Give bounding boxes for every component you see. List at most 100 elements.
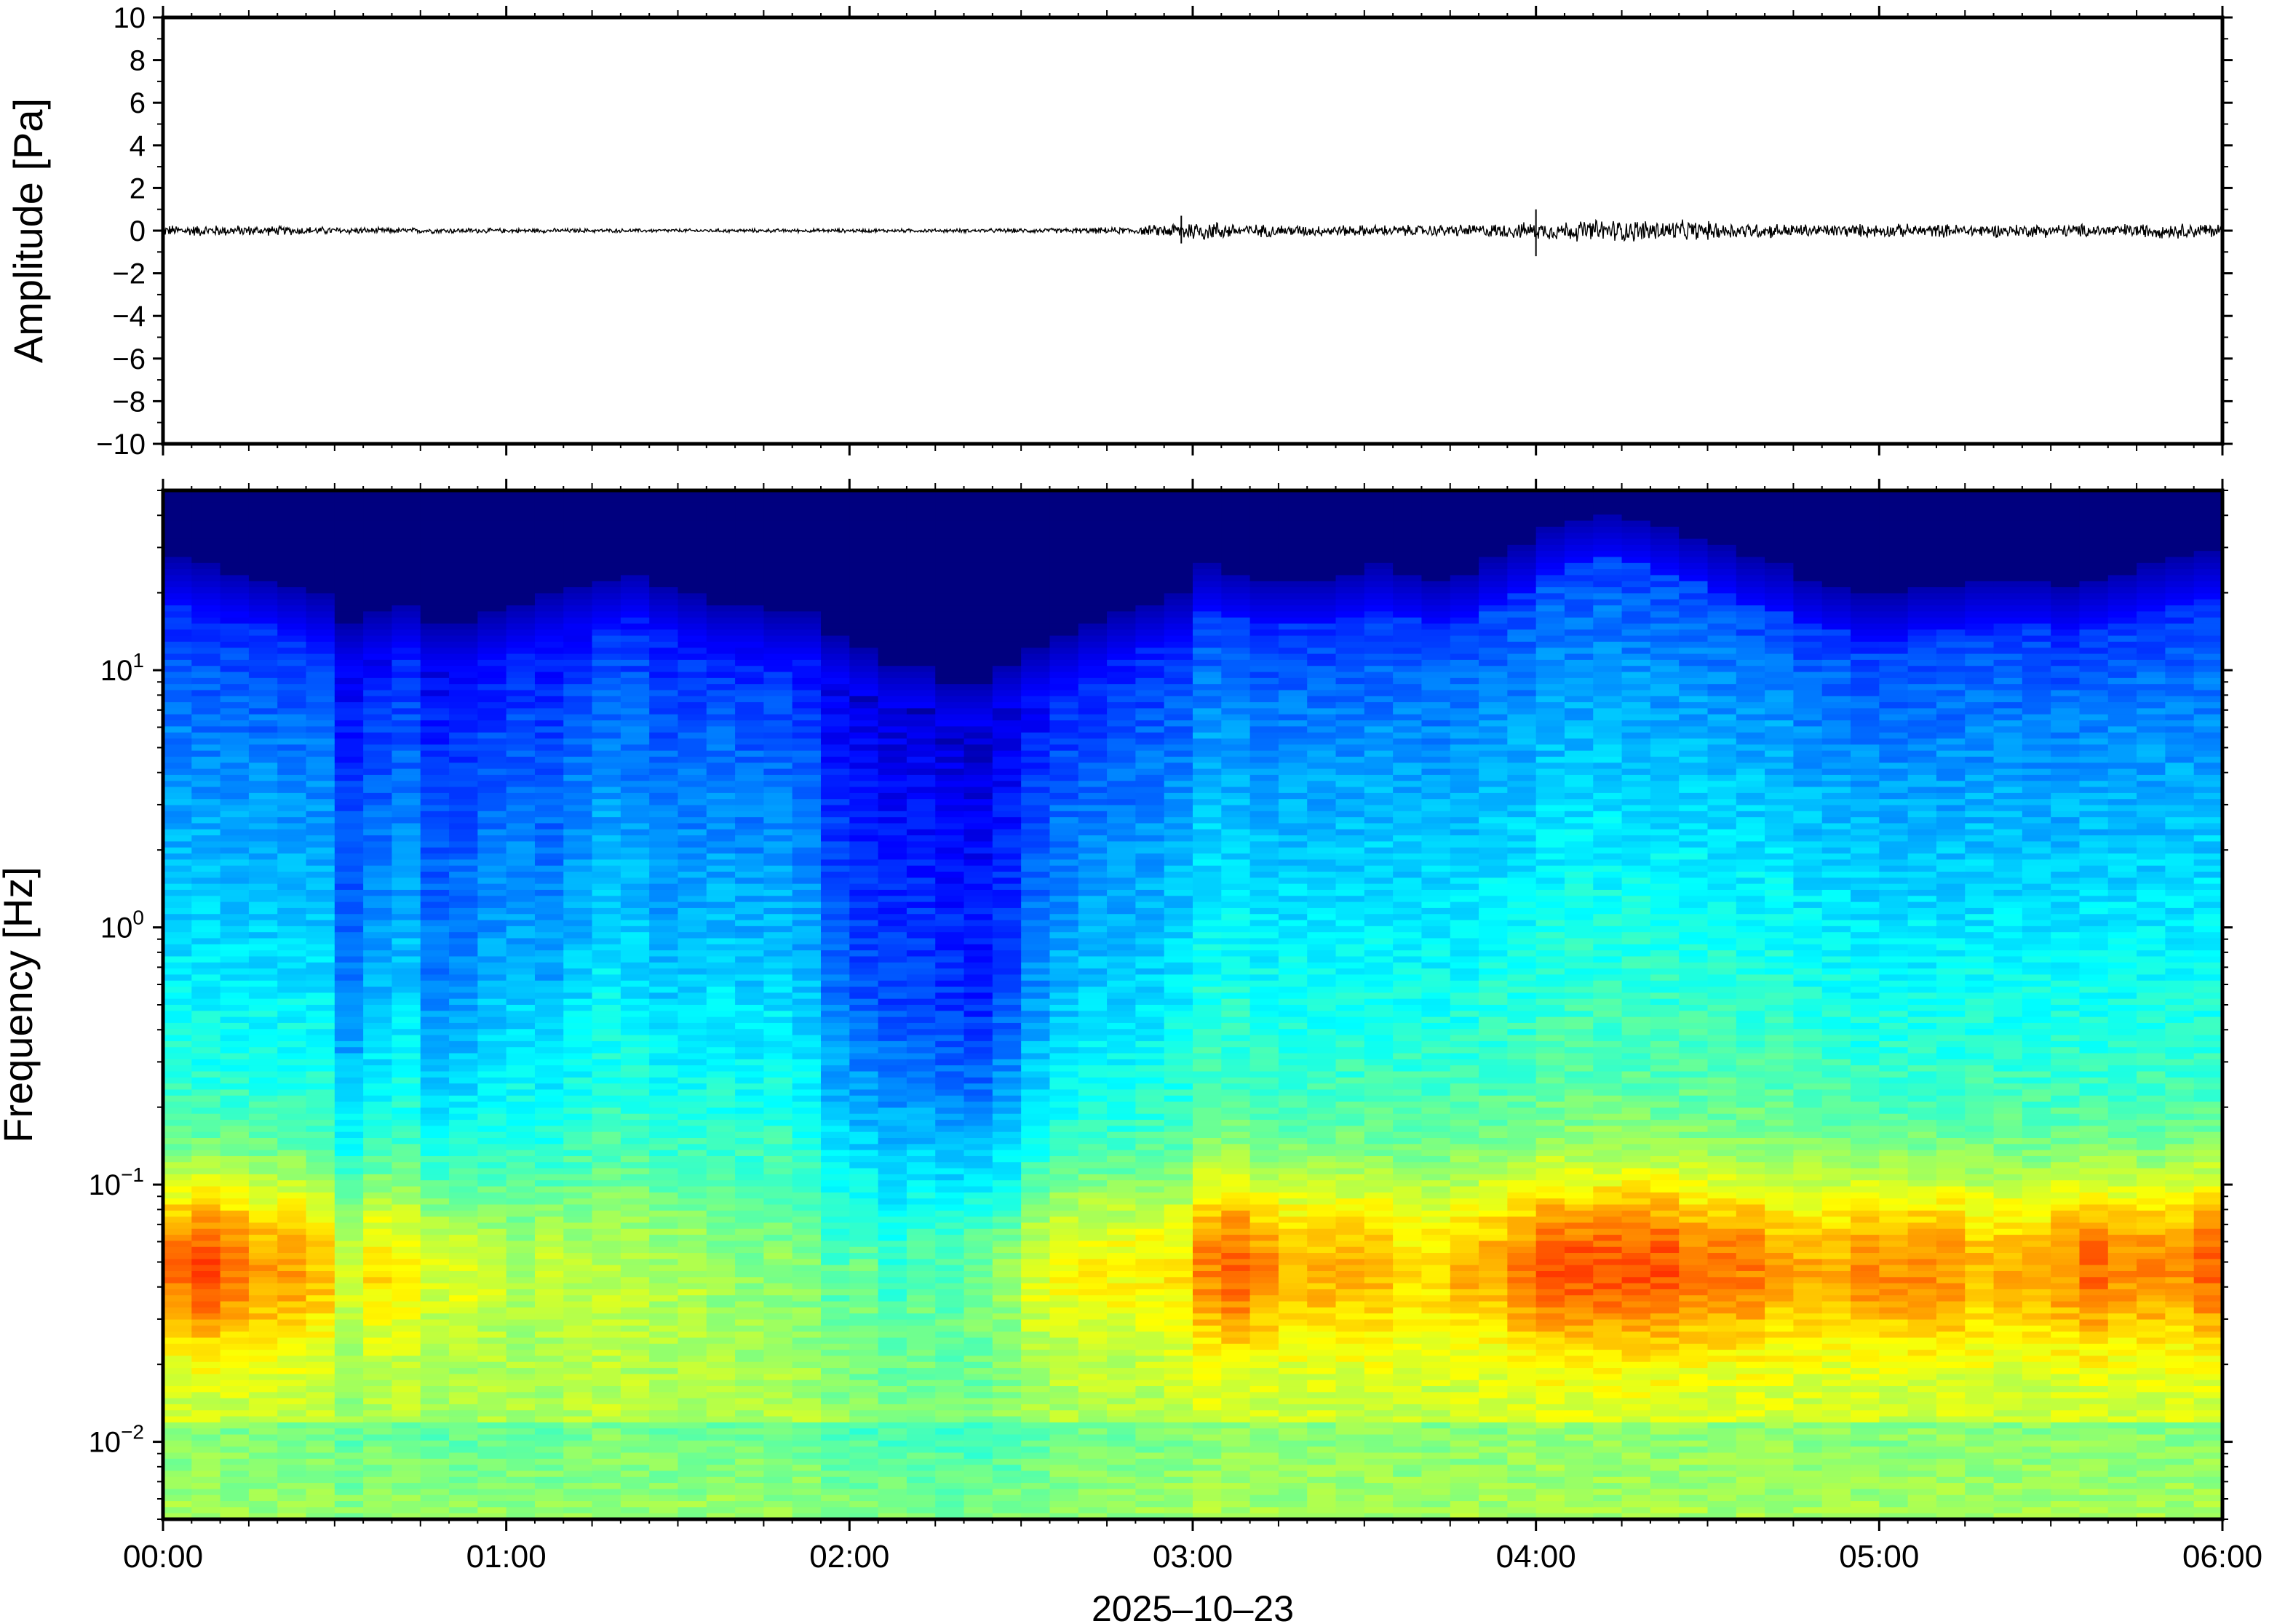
spectrogram-cell	[334, 551, 364, 558]
spectrogram-cell	[220, 932, 250, 939]
spectrogram-cell	[534, 611, 564, 618]
spectrogram-cell	[163, 1016, 192, 1024]
spectrogram-cell	[792, 1295, 822, 1302]
spectrogram-cell	[706, 653, 736, 661]
spectrogram-cell	[220, 1174, 250, 1181]
spectrogram-cell	[420, 557, 450, 564]
spectrogram-cell	[334, 1155, 364, 1163]
spectrogram-cell	[506, 581, 536, 588]
spectrogram-cell	[392, 562, 421, 570]
spectrogram-cell	[792, 581, 822, 588]
spectrogram-cell	[906, 980, 936, 987]
spectrogram-cell	[420, 920, 450, 927]
spectrogram-cell	[334, 502, 364, 509]
spectrogram-cell	[163, 1374, 192, 1381]
spectrogram-cell	[735, 1204, 765, 1211]
spectrogram-cell	[363, 629, 393, 637]
spectrogram-cell	[935, 1059, 965, 1066]
spectrogram-cell	[277, 1083, 307, 1091]
spectrogram-cell	[534, 1144, 564, 1151]
spectrogram-cell	[506, 932, 536, 939]
spectrogram-cell	[906, 853, 936, 860]
spectrogram-cell	[248, 726, 278, 733]
spectrogram-cell	[963, 581, 993, 588]
spectrogram-cell	[649, 1465, 679, 1472]
spectrogram-cell	[449, 956, 478, 963]
spectrogram-cell	[792, 1325, 822, 1332]
spectrogram-cell	[163, 508, 192, 515]
spectrogram-cell	[878, 901, 907, 909]
spectrogram-cell	[306, 490, 335, 497]
spectrogram-cell	[821, 702, 850, 709]
spectrogram-cell	[763, 617, 793, 624]
spectrogram-cell	[620, 508, 650, 515]
spectrogram-cell	[821, 974, 850, 982]
spectrogram-cell	[763, 1458, 793, 1465]
spectrogram-cell	[277, 1404, 307, 1411]
spectrogram-cell	[306, 1392, 335, 1399]
spectrogram-cell	[563, 1501, 593, 1508]
spectrogram-cell	[592, 641, 621, 648]
spectrogram-cell	[620, 1095, 650, 1102]
spectrogram-cell	[506, 544, 536, 552]
spectrogram-cell	[477, 1222, 507, 1230]
spectrogram-cell	[677, 987, 707, 993]
spectrogram-cell	[506, 1217, 536, 1224]
spectrogram-cell	[420, 1016, 450, 1024]
spectrogram-cell	[677, 1265, 707, 1272]
spectrogram-cell	[277, 617, 307, 624]
spectrogram-cell	[163, 980, 192, 987]
spectrogram-cell	[220, 544, 250, 552]
spectrogram-cell	[935, 720, 965, 727]
spectrogram-cell	[763, 889, 793, 896]
spectrogram-cell	[306, 605, 335, 612]
spectrogram-cell	[248, 593, 278, 600]
spectrogram-cell	[477, 1071, 507, 1078]
spectrogram-cell	[821, 1011, 850, 1018]
spectrogram-cell	[163, 702, 192, 709]
spectrogram-cell	[334, 1131, 364, 1139]
spectrogram-cell	[506, 980, 536, 987]
spectrogram-cell	[506, 569, 536, 576]
spectrogram-cell	[392, 569, 421, 576]
spectrogram-cell	[935, 1155, 965, 1163]
spectrogram-cell	[706, 599, 736, 606]
spectrogram-cell	[792, 1307, 822, 1314]
spectrogram-cell	[649, 1053, 679, 1060]
spectrogram-cell	[706, 938, 736, 945]
spectrogram-cell	[449, 1016, 478, 1024]
spectrogram-cell	[592, 774, 621, 781]
spectrogram-cell	[392, 1192, 421, 1199]
spectrogram-cell	[534, 823, 564, 830]
spectrogram-cell	[277, 702, 307, 709]
spectrogram-cell	[477, 1198, 507, 1206]
spectrogram-cell	[677, 1368, 707, 1374]
spectrogram-cell	[534, 1332, 564, 1339]
spectrogram-cell	[592, 974, 621, 982]
spectrogram-cell	[935, 1494, 965, 1502]
spectrogram-cell	[592, 744, 621, 752]
spectrogram-cell	[363, 672, 393, 679]
spectrogram-cell	[534, 1446, 564, 1454]
spectrogram-cell	[449, 1356, 478, 1363]
spectrogram-cell	[592, 502, 621, 509]
spectrogram-cell	[363, 987, 393, 993]
spectrogram-cell	[649, 841, 679, 848]
spectrogram-cell	[334, 950, 364, 958]
spectrogram-cell	[935, 587, 965, 594]
spectrogram-cell	[277, 726, 307, 733]
spectrogram-cell	[477, 1325, 507, 1332]
spectrogram-cell	[277, 551, 307, 558]
spectrogram-cell	[449, 1465, 478, 1472]
spectrogram-cell	[334, 1029, 364, 1036]
spectrogram-cell	[392, 611, 421, 618]
spectrogram-cell	[363, 623, 393, 630]
spectrogram-cell	[277, 1446, 307, 1454]
spectrogram-cell	[935, 872, 965, 878]
spectrogram-cell	[649, 684, 679, 691]
spectrogram-cell	[592, 490, 621, 497]
spectrogram-cell	[248, 859, 278, 867]
spectrogram-cell	[392, 587, 421, 594]
spectrogram-cell	[506, 1356, 536, 1363]
spectrogram-cell	[191, 1053, 221, 1060]
